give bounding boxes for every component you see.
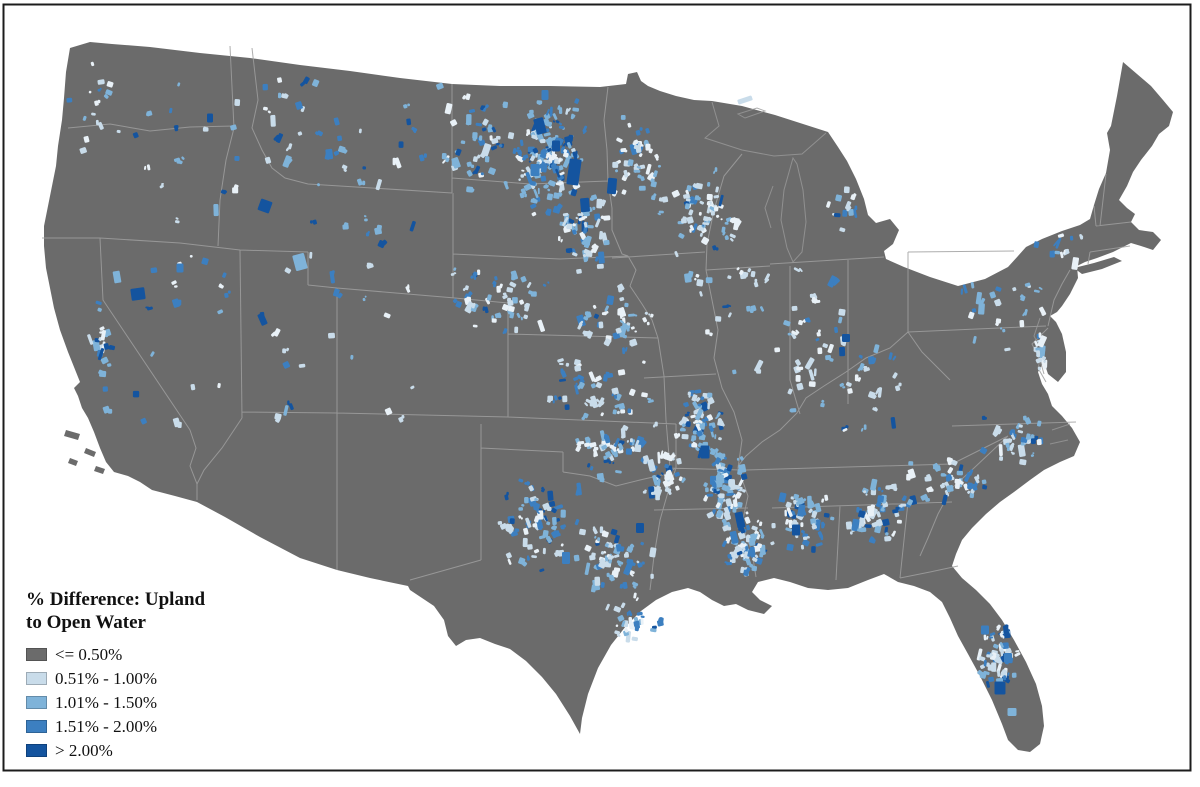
legend-label: 1.01% - 1.50% [55,692,157,712]
channel-islands [64,430,105,474]
legend-swatch [26,744,47,757]
legend-swatch [26,648,47,661]
legend-swatch [26,672,47,685]
legend-title-line1: % Difference: Upland [26,589,206,610]
legend-item: <= 0.50% [26,643,256,666]
legend-title: % Difference: Upland to Open Water [26,588,256,634]
legend-label: > 2.00% [55,740,113,760]
legend-swatch [26,696,47,709]
legend-items: <= 0.50% 0.51% - 1.00% 1.01% - 1.50% 1.51% … [26,643,256,762]
conus-outline [44,42,1173,752]
legend-label: 1.51% - 2.00% [55,716,157,736]
map-legend: % Difference: Upland to Open Water <= 0.… [26,588,256,763]
legend-title-line2: to Open Water [26,612,146,633]
legend-item: 0.51% - 1.00% [26,667,256,690]
legend-label: 0.51% - 1.00% [55,668,157,688]
legend-item: 1.51% - 2.00% [26,715,256,738]
country-silhouette [44,42,1173,752]
legend-label: <= 0.50% [55,644,123,664]
wetland-change-speckles [66,61,1084,716]
map-frame [2,3,1192,772]
legend-swatch [26,720,47,733]
legend-item: > 2.00% [26,739,256,762]
legend-item: 1.01% - 1.50% [26,691,256,714]
long-island [1074,257,1122,274]
